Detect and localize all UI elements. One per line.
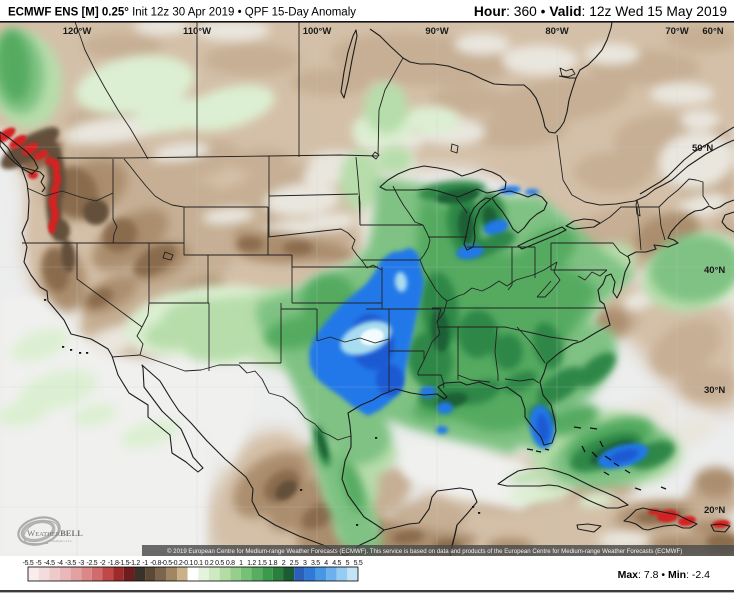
svg-text:-2: -2 bbox=[100, 560, 106, 567]
svg-text:-1: -1 bbox=[142, 560, 148, 567]
svg-text:4: 4 bbox=[324, 560, 328, 567]
svg-text:0.2: 0.2 bbox=[205, 560, 214, 567]
svg-text:-3.5: -3.5 bbox=[65, 560, 76, 567]
svg-text:70°W: 70°W bbox=[665, 26, 688, 37]
svg-text:50°N: 50°N bbox=[692, 143, 713, 154]
svg-text:-0.1: -0.1 bbox=[182, 560, 193, 567]
svg-text:5.5: 5.5 bbox=[354, 560, 363, 567]
svg-text:-3: -3 bbox=[78, 560, 84, 567]
svg-text:-4.5: -4.5 bbox=[44, 560, 55, 567]
svg-text:20°N: 20°N bbox=[704, 505, 725, 516]
svg-text:80°W: 80°W bbox=[545, 26, 568, 37]
svg-text:30°N: 30°N bbox=[704, 385, 725, 396]
svg-text:Hour: 360 • Valid: 12z Wed 15: Hour: 360 • Valid: 12z Wed 15 May 2019 bbox=[474, 4, 727, 19]
svg-text:2.5: 2.5 bbox=[290, 560, 299, 567]
svg-text:-4: -4 bbox=[57, 560, 63, 567]
svg-text:1.2: 1.2 bbox=[247, 560, 256, 567]
svg-text:1.5: 1.5 bbox=[258, 560, 267, 567]
svg-text:-2.5: -2.5 bbox=[86, 560, 97, 567]
svg-text:4.5: 4.5 bbox=[332, 560, 341, 567]
svg-text:1.8: 1.8 bbox=[268, 560, 277, 567]
svg-text:-0.2: -0.2 bbox=[172, 560, 183, 567]
svg-text:-5: -5 bbox=[36, 560, 42, 567]
svg-text:90°W: 90°W bbox=[425, 26, 448, 37]
svg-text:Max: 7.8 • Min: -2.4: Max: 7.8 • Min: -2.4 bbox=[618, 569, 711, 581]
svg-text:5: 5 bbox=[346, 560, 350, 567]
svg-text:-1.5: -1.5 bbox=[118, 560, 129, 567]
svg-text:-1.2: -1.2 bbox=[129, 560, 140, 567]
svg-text:0.5: 0.5 bbox=[215, 560, 224, 567]
svg-text:3.5: 3.5 bbox=[311, 560, 320, 567]
svg-text:3: 3 bbox=[303, 560, 307, 567]
svg-text:-0.8: -0.8 bbox=[150, 560, 161, 567]
svg-text:0.8: 0.8 bbox=[226, 560, 235, 567]
svg-text:0.1: 0.1 bbox=[194, 560, 203, 567]
svg-text:60°N: 60°N bbox=[702, 26, 723, 37]
svg-text:-1.8: -1.8 bbox=[108, 560, 119, 567]
svg-text:40°N: 40°N bbox=[704, 265, 725, 276]
svg-text:Analytics LLC: Analytics LLC bbox=[52, 539, 74, 543]
svg-text:100°W: 100°W bbox=[303, 26, 332, 37]
svg-text:-0.5: -0.5 bbox=[161, 560, 172, 567]
svg-text:1: 1 bbox=[239, 560, 243, 567]
svg-text:120°W: 120°W bbox=[63, 26, 92, 37]
svg-text:ECMWF ENS [M] 0.25° Init 12z 3: ECMWF ENS [M] 0.25° Init 12z 30 Apr 2019… bbox=[8, 7, 356, 19]
svg-text:© 2019 European Centre for Med: © 2019 European Centre for Medium-range … bbox=[167, 548, 682, 555]
svg-text:WEATHERBELL: WEATHERBELL bbox=[27, 528, 83, 538]
svg-text:110°W: 110°W bbox=[183, 26, 211, 37]
svg-text:2: 2 bbox=[282, 560, 286, 567]
svg-text:-5.5: -5.5 bbox=[23, 560, 34, 567]
